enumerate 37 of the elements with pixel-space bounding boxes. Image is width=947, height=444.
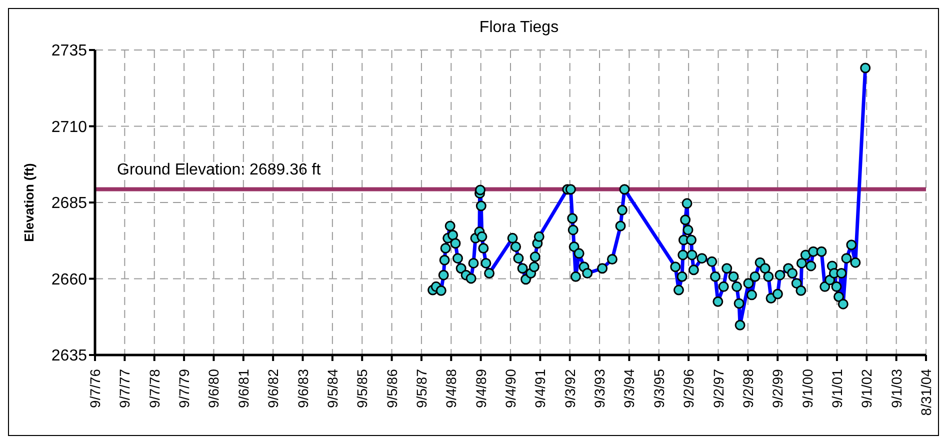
x-tick-label: 9/7/77	[116, 368, 133, 408]
y-tick-label: 2735	[51, 42, 88, 60]
x-tick-label: 9/4/90	[502, 368, 518, 408]
x-tick-label: 9/2/97	[710, 368, 726, 408]
x-tick-label: 9/5/84	[324, 368, 340, 408]
x-tick-label: 9/1/03	[888, 368, 904, 408]
y-tick-label: 2635	[51, 348, 88, 365]
x-tick-label: 9/2/98	[740, 368, 756, 408]
x-tick-label: 9/3/95	[650, 368, 667, 408]
x-tick-label: 9/7/76	[87, 368, 103, 408]
x-tick-label: 9/4/89	[472, 368, 489, 408]
chart-title: Flora Tiegs	[478, 19, 560, 37]
x-tick-label: 9/3/93	[592, 368, 608, 408]
x-tick-label: 9/5/85	[354, 368, 370, 408]
y-axis-title: Elevation (ft)	[22, 163, 37, 242]
x-tick-label: 9/5/87	[413, 368, 430, 408]
x-tick-label: 9/3/94	[621, 368, 638, 408]
x-tick-label: 9/6/81	[235, 368, 252, 408]
ref-line-label: Ground Elevation: 2689.36 ft	[117, 162, 322, 179]
x-tick-label: 9/3/92	[562, 368, 578, 408]
y-tick-label: 2710	[51, 118, 88, 136]
x-tick-label: 9/4/88	[443, 368, 460, 408]
x-tick-label: 9/6/83	[294, 368, 311, 408]
x-tick-label: 9/1/00	[799, 368, 816, 408]
x-tick-label: 9/7/78	[146, 368, 162, 408]
x-tick-label: 9/1/01	[828, 368, 845, 408]
x-tick-label: 9/1/02	[858, 368, 875, 408]
x-tick-label: 8/31/04	[918, 368, 934, 416]
x-tick-label: 9/7/79	[176, 368, 192, 408]
y-tick-label: 2660	[51, 271, 88, 288]
y-tick-label: 2685	[51, 195, 88, 212]
x-tick-label: 9/2/96	[680, 368, 697, 408]
x-tick-label: 9/5/86	[384, 368, 400, 408]
x-tick-label: 9/6/82	[265, 368, 282, 408]
x-tick-label: 9/6/80	[206, 368, 222, 408]
x-tick-label: 9/2/99	[770, 368, 786, 408]
x-tick-label: 9/4/91	[532, 368, 548, 408]
